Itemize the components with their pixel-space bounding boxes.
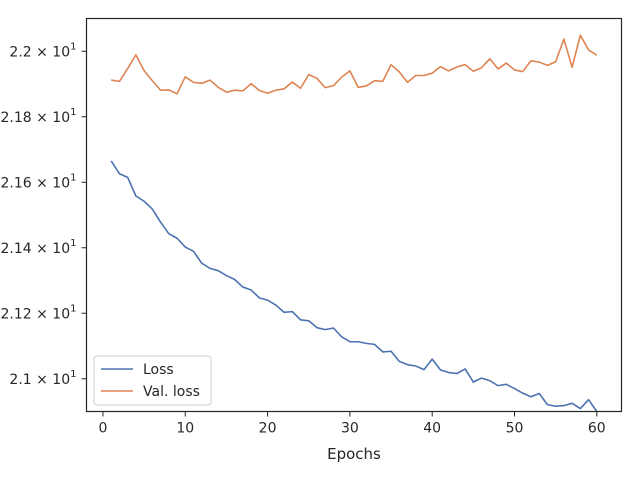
y-tick-label: 2.18 × 101 <box>1 107 77 126</box>
y-tick-label: 2.16 × 101 <box>1 172 77 191</box>
y-tick-label: 2.14 × 101 <box>1 238 77 257</box>
plot-frame <box>85 17 623 413</box>
x-axis-label: Epochs <box>327 445 381 463</box>
legend-label-loss: Loss <box>143 362 174 378</box>
x-tick-label: 20 <box>259 421 277 437</box>
x-tick-label: 30 <box>341 421 359 437</box>
x-tick-label: 0 <box>99 421 108 437</box>
series-line-loss <box>110 160 598 412</box>
x-tick-label: 10 <box>176 421 194 437</box>
legend-label-val-loss: Val. loss <box>143 384 200 400</box>
series-line-val-loss <box>111 34 598 95</box>
y-tick-label: 2.12 × 101 <box>1 303 77 322</box>
x-axis: 0 10 20 30 40 50 60 <box>99 411 606 437</box>
x-tick-label: 60 <box>588 421 606 437</box>
series-layer <box>110 34 598 412</box>
legend: Loss Val. loss <box>93 355 212 406</box>
x-tick-label: 50 <box>506 421 524 437</box>
x-tick-label: 40 <box>423 421 441 437</box>
y-tick-label: 2.2 × 101 <box>9 41 76 60</box>
y-axis: 2.1 × 101 2.12 × 101 2.14 × 101 2.16 × 101 2… <box>1 41 87 388</box>
y-tick-label: 2.1 × 101 <box>9 369 76 388</box>
